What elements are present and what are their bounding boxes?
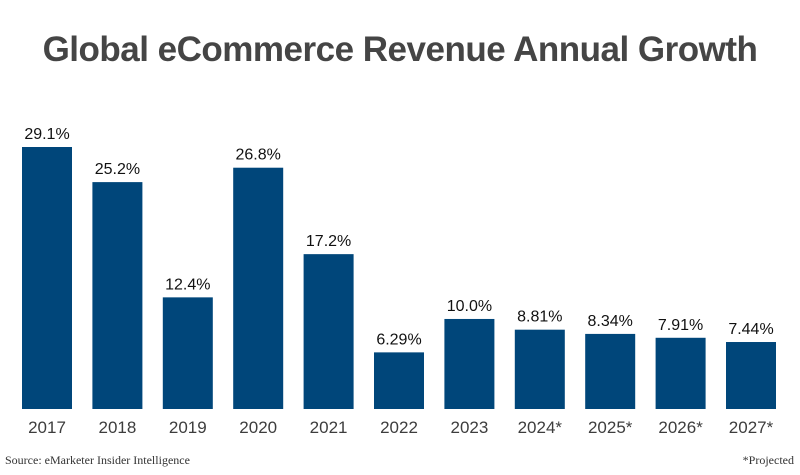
x-tick-label: 2025* xyxy=(588,418,633,437)
data-label: 7.91% xyxy=(658,317,703,334)
x-tick-label: 2020 xyxy=(239,418,277,437)
data-label: 8.81% xyxy=(517,309,562,326)
bar-2019 xyxy=(162,297,213,409)
data-label: 8.34% xyxy=(588,313,633,330)
data-label: 7.44% xyxy=(728,321,773,338)
x-tick-label: 2021 xyxy=(310,418,348,437)
bar-2021 xyxy=(303,254,354,409)
bar-2018 xyxy=(92,182,143,409)
data-label: 12.4% xyxy=(165,276,210,293)
x-tick-label: 2023 xyxy=(450,418,488,437)
data-label: 6.29% xyxy=(376,331,421,348)
data-label: 29.1% xyxy=(24,126,69,143)
bar-2023 xyxy=(444,318,495,409)
bar-2026 xyxy=(655,337,706,409)
bar-2022 xyxy=(374,352,424,409)
x-tick-label: 2019 xyxy=(169,418,207,437)
x-tick-label: 2024* xyxy=(518,418,563,437)
bar-2027 xyxy=(726,342,776,409)
data-label: 10.0% xyxy=(447,298,492,315)
x-tick-label: 2026* xyxy=(658,418,703,437)
bar-2024 xyxy=(514,329,565,409)
bar-2017 xyxy=(22,147,72,409)
data-label: 26.8% xyxy=(236,147,281,164)
x-tick-label: 2017 xyxy=(28,418,66,437)
bar-2020 xyxy=(233,167,284,409)
x-tick-label: 2027* xyxy=(729,418,774,437)
data-label: 17.2% xyxy=(306,233,351,250)
data-label: 25.2% xyxy=(95,161,140,178)
source-note: Source: eMarketer Insider Intelligence xyxy=(5,453,190,467)
x-tick-label: 2022 xyxy=(380,418,418,437)
chart-title: Global eCommerce Revenue Annual Growth xyxy=(42,30,758,69)
bar-2025 xyxy=(585,333,636,409)
x-tick-label: 2018 xyxy=(98,418,136,437)
projected-note: *Projected xyxy=(742,453,794,467)
